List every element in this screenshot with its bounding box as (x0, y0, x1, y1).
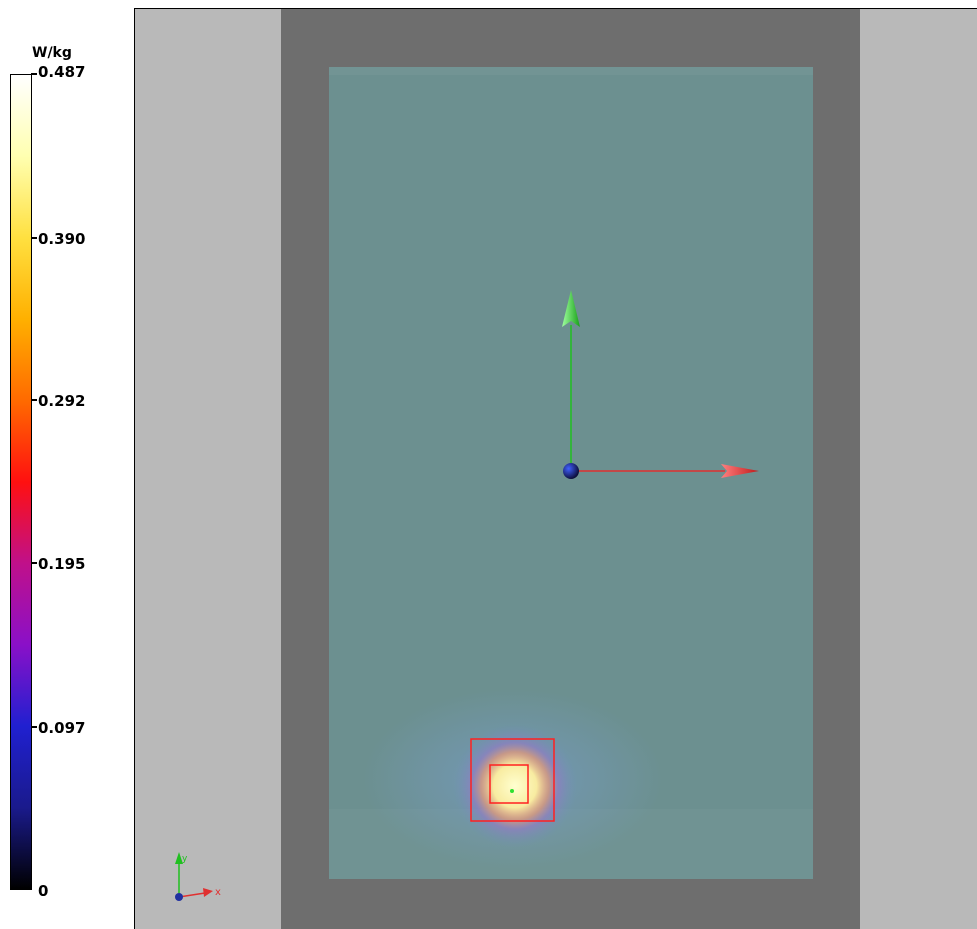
viewport-scene[interactable]: y x (135, 9, 977, 929)
colorbar-tick (31, 399, 37, 401)
colorbar-tick-label: 0.390 (38, 230, 86, 248)
colorbar-tick-label: 0.097 (38, 719, 86, 737)
3d-viewport[interactable]: y x (134, 8, 977, 929)
right-side-panel (860, 9, 977, 929)
coarse-scan-box[interactable] (470, 738, 555, 822)
sar-hotspot (453, 724, 577, 848)
colorbar-tick-label: 0.195 (38, 555, 86, 573)
sar-colorbar-legend: W/kg 0.487 0.390 0.292 0.195 0.097 0 (0, 0, 130, 929)
colorbar-gradient (10, 74, 32, 890)
origin-sphere (563, 463, 579, 479)
triad-x-label: x (215, 887, 221, 898)
colorbar-tick (31, 562, 37, 564)
colorbar-tick-label: 0.292 (38, 392, 86, 410)
phantom-top-shade (329, 67, 813, 75)
left-side-panel (135, 9, 281, 929)
colorbar-unit-label: W/kg (32, 45, 72, 61)
colorbar-tick-label-max: 0.487 (38, 63, 86, 81)
triad-y-label: y (182, 854, 188, 864)
colorbar-tick-label-min: 0 (38, 882, 49, 900)
peak-marker (510, 789, 514, 793)
colorbar-tick (31, 726, 37, 728)
x-axis-arrow (721, 464, 759, 478)
orientation-triad: y x (175, 852, 221, 901)
colorbar-tick (31, 237, 37, 239)
zoom-scan-box[interactable] (489, 764, 529, 804)
y-axis-arrow (562, 290, 580, 327)
colorbar-tick (31, 73, 37, 75)
